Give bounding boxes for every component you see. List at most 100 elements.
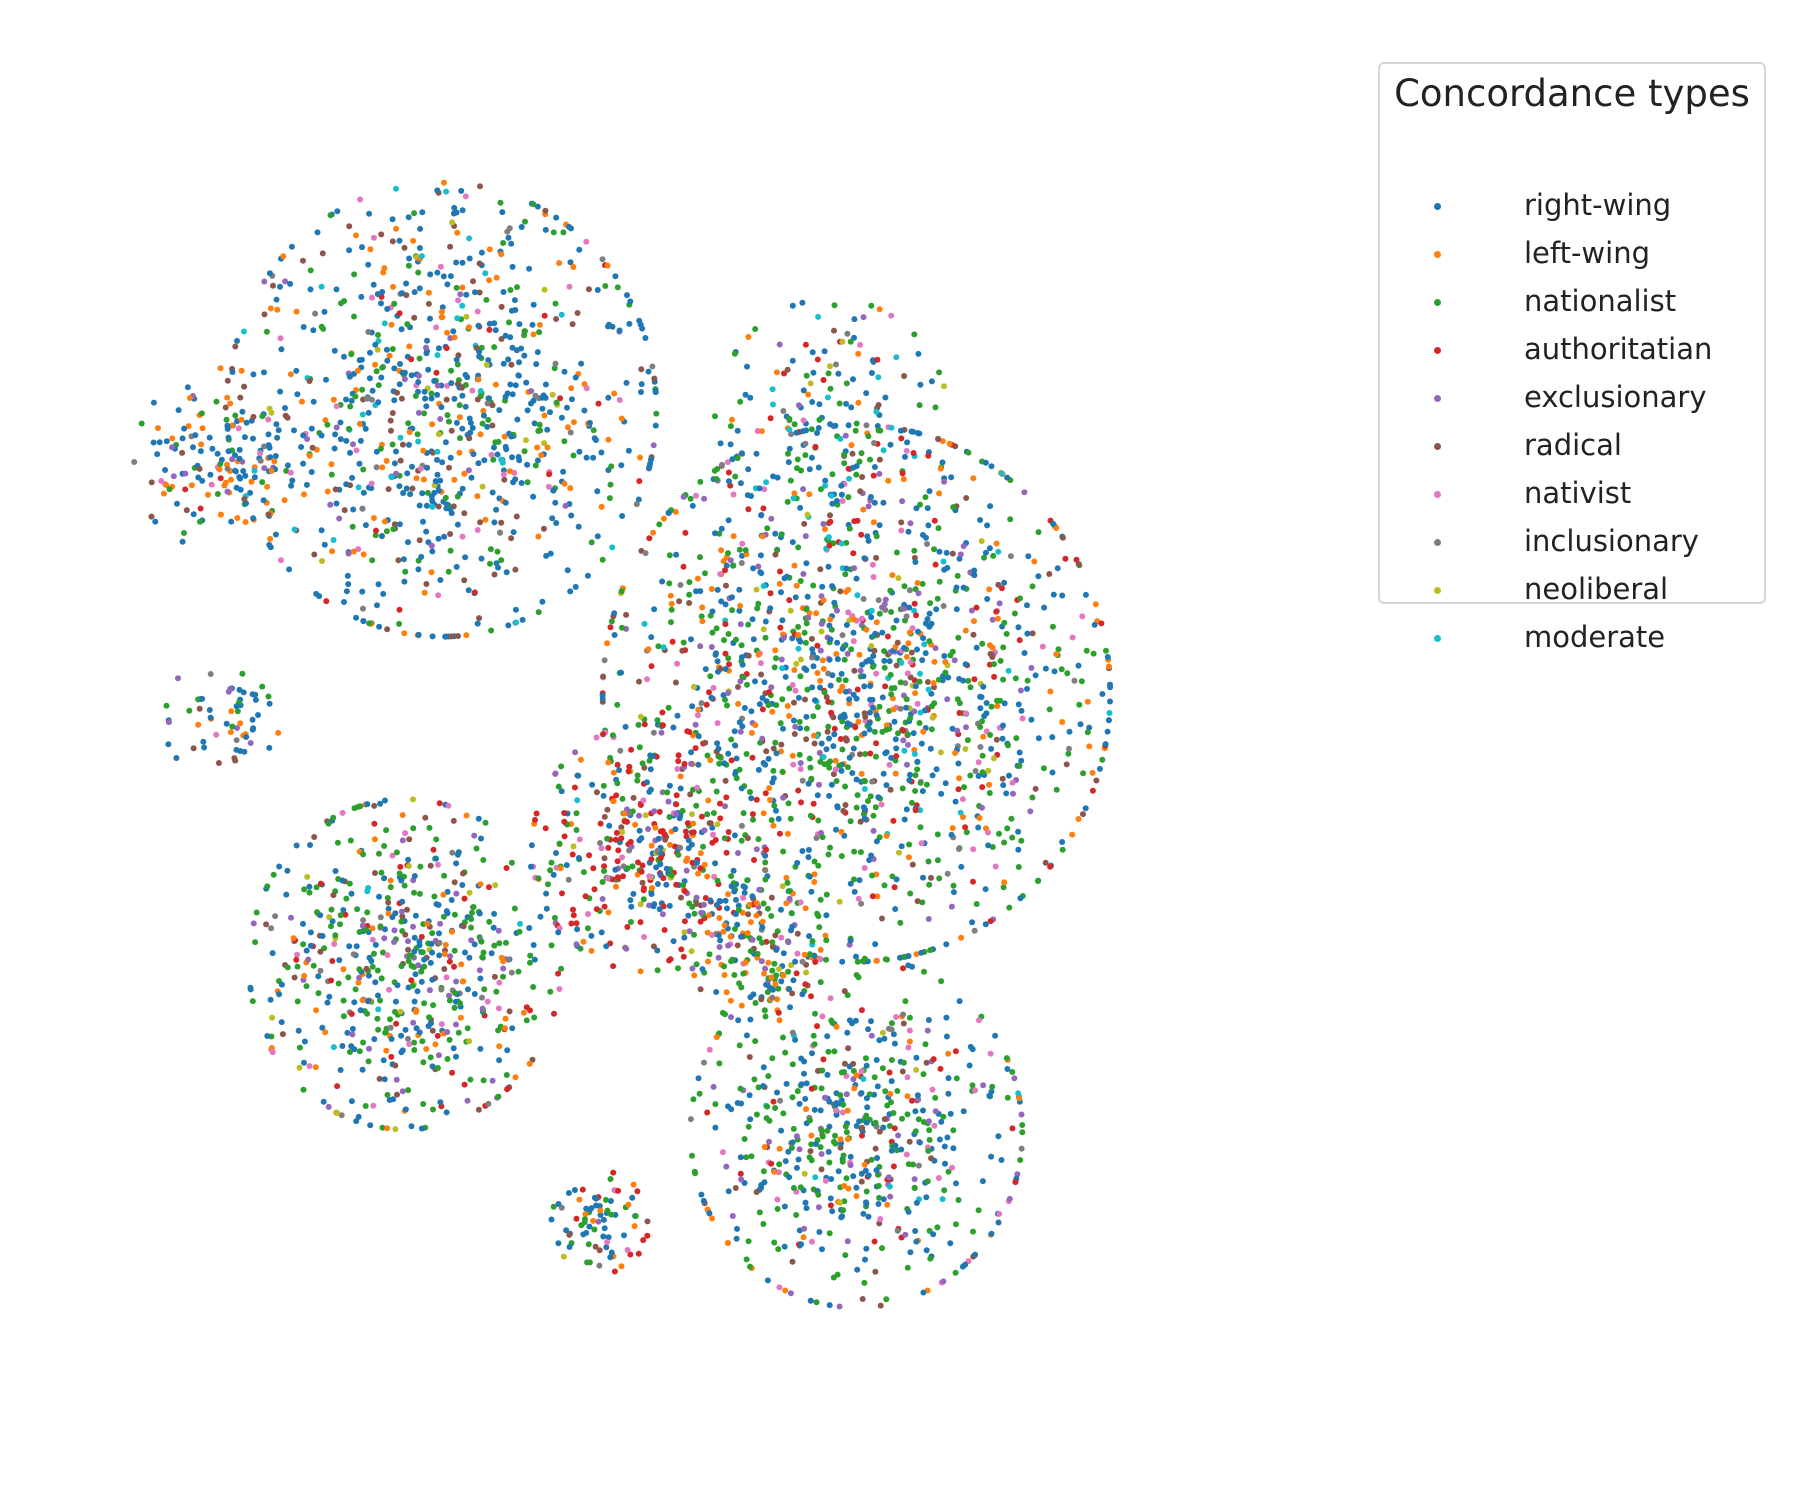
data-point-authoritatian (561, 818, 568, 825)
data-point-right-wing (792, 1036, 799, 1043)
data-point-left-wing (721, 972, 728, 978)
data-point-right-wing (515, 372, 522, 379)
data-point-nationalist (917, 779, 924, 786)
data-point-right-wing (344, 572, 351, 579)
data-point-nationalist (740, 810, 747, 817)
data-point-right-wing (492, 327, 499, 334)
data-point-left-wing (507, 468, 513, 475)
data-point-left-wing (463, 632, 470, 639)
data-point-nationalist (163, 702, 170, 709)
data-point-right-wing (786, 986, 793, 992)
data-point-right-wing (502, 332, 509, 339)
data-point-left-wing (355, 979, 362, 986)
data-point-right-wing (287, 280, 294, 287)
legend-marker (1434, 539, 1441, 546)
data-point-right-wing (555, 1240, 562, 1247)
data-point-radical (840, 807, 847, 814)
data-point-authoritatian (523, 1004, 530, 1011)
data-point-nationalist (906, 1014, 913, 1021)
data-point-authoritatian (661, 927, 668, 933)
data-point-nationalist (599, 879, 606, 885)
data-point-nationalist (1019, 1122, 1026, 1128)
data-point-right-wing (835, 1168, 842, 1175)
data-point-moderate (873, 408, 880, 415)
data-point-nativist (459, 533, 466, 540)
data-point-right-wing (403, 485, 410, 492)
data-point-exclusionary (692, 721, 699, 728)
data-point-right-wing (674, 712, 681, 719)
data-point-right-wing (838, 767, 845, 774)
data-point-nationalist (910, 1161, 916, 1168)
data-point-radical (401, 244, 408, 251)
data-point-radical (802, 696, 808, 703)
data-point-right-wing (423, 528, 430, 535)
data-point-right-wing (415, 631, 422, 638)
data-point-right-wing (381, 875, 388, 882)
data-point-nationalist (843, 539, 850, 546)
data-point-nationalist (352, 986, 359, 993)
data-point-authoritatian (182, 486, 189, 493)
data-point-radical (859, 1124, 866, 1131)
data-point-right-wing (867, 696, 874, 703)
data-point-right-wing (880, 499, 887, 506)
data-point-right-wing (250, 515, 257, 522)
data-point-right-wing (638, 835, 645, 842)
data-point-nationalist (863, 1112, 870, 1119)
data-point-right-wing (478, 555, 485, 562)
data-point-right-wing (373, 448, 380, 455)
data-point-right-wing (748, 795, 755, 802)
data-point-right-wing (402, 1026, 409, 1033)
data-point-left-wing (713, 1034, 720, 1041)
data-point-neoliberal (929, 714, 936, 721)
data-point-left-wing (406, 429, 413, 436)
data-point-exclusionary (701, 901, 707, 908)
data-point-radical (679, 647, 686, 654)
data-point-right-wing (278, 981, 285, 988)
data-point-left-wing (386, 352, 393, 359)
data-point-right-wing (730, 867, 737, 874)
data-point-right-wing (1054, 565, 1061, 572)
data-point-nationalist (480, 949, 487, 956)
data-point-left-wing (724, 1240, 731, 1246)
data-point-nationalist (349, 523, 356, 530)
data-point-nationalist (1099, 756, 1106, 763)
data-point-right-wing (381, 1076, 388, 1083)
data-point-nationalist (434, 1065, 441, 1071)
data-point-right-wing (476, 348, 483, 355)
data-point-left-wing (238, 367, 245, 374)
data-point-radical (837, 588, 844, 595)
legend-label: exclusionary (1524, 380, 1707, 414)
data-point-right-wing (476, 353, 483, 360)
data-point-radical (899, 1068, 906, 1075)
data-point-left-wing (421, 589, 428, 596)
data-point-nationalist (828, 626, 835, 633)
data-point-nationalist (555, 783, 562, 790)
data-point-radical (330, 892, 337, 899)
data-point-authoritatian (573, 920, 580, 927)
data-point-right-wing (228, 518, 235, 525)
data-point-nationalist (495, 1027, 502, 1034)
data-point-inclusionary (677, 844, 684, 851)
data-point-nationalist (495, 1093, 502, 1100)
data-point-nationalist (1009, 1069, 1016, 1075)
data-point-right-wing (863, 1119, 870, 1126)
data-point-nationalist (602, 1196, 609, 1203)
data-point-right-wing (796, 1100, 803, 1107)
data-point-nationalist (1058, 666, 1065, 673)
data-point-nationalist (451, 911, 458, 918)
data-point-right-wing (276, 863, 283, 870)
data-point-authoritatian (627, 1251, 634, 1258)
data-point-radical (732, 1185, 739, 1191)
data-point-nationalist (736, 546, 743, 553)
data-point-exclusionary (766, 1138, 772, 1145)
data-point-right-wing (509, 454, 515, 461)
data-point-right-wing (496, 407, 503, 414)
data-point-exclusionary (410, 923, 416, 930)
data-point-neoliberal (827, 363, 833, 370)
data-point-nationalist (537, 427, 544, 434)
data-point-right-wing (427, 315, 433, 322)
data-point-exclusionary (415, 962, 422, 969)
data-point-right-wing (369, 387, 376, 394)
data-point-right-wing (827, 682, 834, 689)
data-point-nationalist (975, 1207, 982, 1214)
